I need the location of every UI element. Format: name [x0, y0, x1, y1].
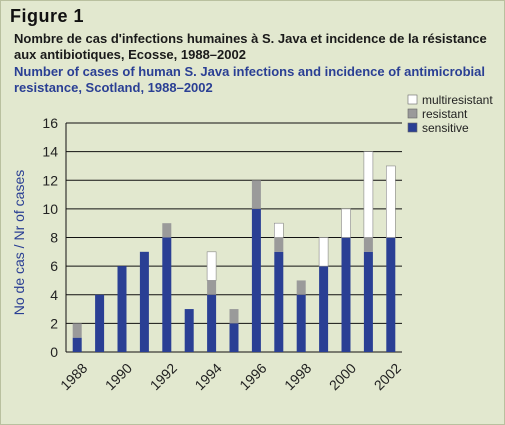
bar-sensitive-1988: [72, 337, 82, 352]
x-tick-label: 1994: [191, 360, 224, 393]
bar-sensitive-2000: [341, 237, 351, 352]
bar-sensitive-1996: [251, 208, 261, 352]
bar-resistant-2001: [363, 237, 373, 252]
title-french: Nombre de cas d'infections humaines à S.…: [14, 31, 487, 62]
bar-sensitive-1991: [139, 251, 149, 352]
legend-label-resistant: resistant: [422, 107, 468, 121]
bar-resistant-1997: [274, 237, 284, 252]
bar-resistant-1992: [162, 223, 172, 238]
bar-sensitive-2002: [386, 237, 396, 352]
x-tick-label: 1988: [57, 360, 90, 393]
bar-sensitive-1989: [95, 294, 105, 352]
y-tick-label: 14: [42, 144, 58, 160]
y-tick-label: 8: [50, 230, 58, 246]
bar-resistant-1995: [229, 309, 239, 324]
bar-sensitive-1998: [296, 294, 306, 352]
y-tick-label: 10: [42, 201, 58, 217]
bar-sensitive-1997: [274, 251, 284, 352]
bar-sensitive-1995: [229, 323, 239, 352]
y-tick-label: 0: [50, 344, 58, 360]
bar-multiresistant-1994: [206, 251, 217, 281]
bar-sensitive-1990: [117, 266, 127, 352]
x-tick-label: 2000: [326, 360, 359, 393]
legend-swatch-multiresistant: [407, 94, 418, 105]
bar-sensitive-2001: [363, 251, 373, 352]
x-tick-label: 1992: [147, 360, 180, 393]
title-english: Number of cases of human S. Java infecti…: [14, 64, 486, 95]
bar-sensitive-1999: [319, 266, 329, 352]
y-tick-label: 6: [50, 258, 58, 274]
bar-multiresistant-1999: [318, 237, 329, 267]
bar-multiresistant-1997: [273, 222, 284, 238]
x-tick-label: 2002: [371, 360, 404, 393]
x-tick-label: 1996: [236, 360, 269, 393]
x-tick-label: 1990: [102, 360, 135, 393]
y-tick-label: 2: [50, 315, 58, 331]
figure-label: Figure 1: [10, 6, 85, 26]
bar-resistant-1994: [207, 280, 217, 295]
y-tick-label: 4: [50, 287, 58, 303]
bar-multiresistant-2000: [341, 208, 351, 238]
bar-resistant-1996: [251, 180, 261, 209]
bar-sensitive-1993: [184, 309, 194, 352]
legend-label-multiresistant: multiresistant: [422, 93, 493, 107]
bar-multiresistant-2002: [385, 165, 396, 238]
y-axis-label: No de cas / Nr of cases: [11, 170, 27, 316]
bar-resistant-1998: [296, 280, 306, 295]
bar-resistant-1988: [72, 323, 82, 338]
y-tick-label: 16: [42, 115, 58, 131]
bar-sensitive-1994: [207, 294, 217, 352]
x-tick-label: 1998: [281, 360, 314, 393]
bar-sensitive-1992: [162, 237, 172, 352]
legend-swatch-sensitive: [407, 122, 418, 133]
legend-label-sensitive: sensitive: [422, 121, 469, 135]
bar-multiresistant-2001: [363, 151, 374, 238]
legend-swatch-resistant: [407, 108, 418, 119]
y-tick-label: 12: [42, 172, 58, 188]
